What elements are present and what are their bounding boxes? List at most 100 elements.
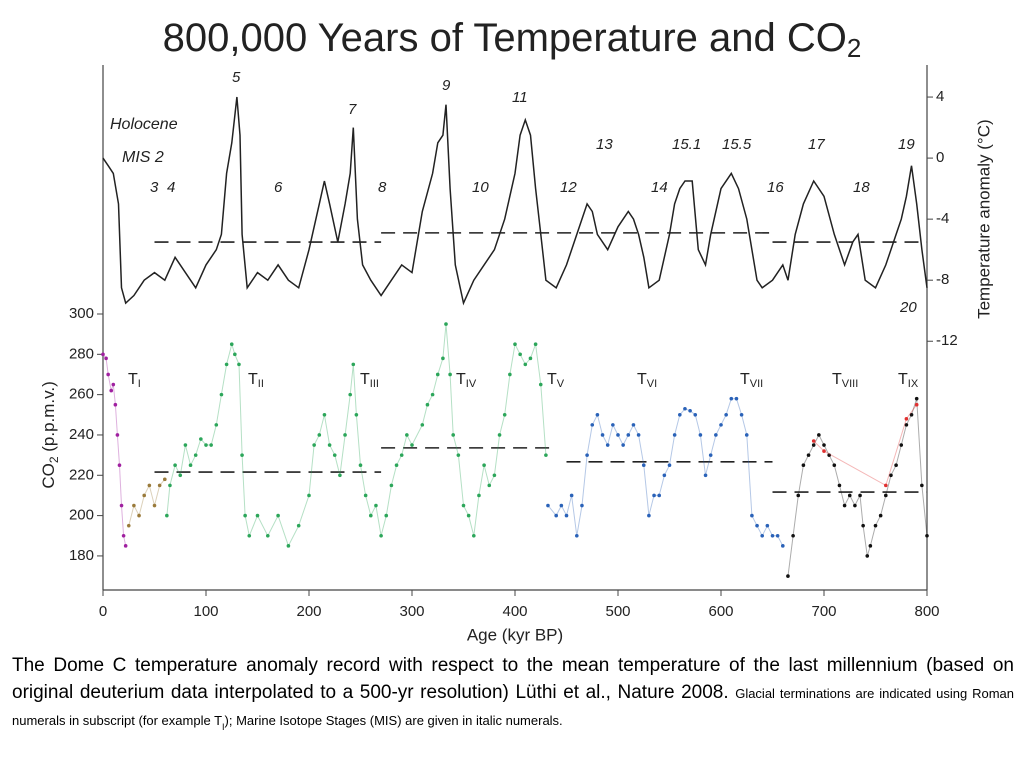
co2-point (667, 463, 672, 468)
mis-label: 16 (767, 179, 784, 196)
caption-small: ); Marine Isotope Stages (MIS) are given… (224, 713, 563, 728)
x-tick-label: 700 (811, 603, 836, 620)
co2-point (559, 503, 564, 508)
mis-label: 6 (274, 179, 283, 196)
co2-point (482, 463, 486, 468)
co2-point (693, 412, 698, 417)
co2-point (626, 433, 631, 437)
mis-label: 19 (898, 136, 915, 153)
title-sub: 2 (847, 33, 861, 63)
co2-point (508, 372, 512, 377)
co2-point (734, 396, 739, 401)
co2-point (544, 453, 548, 457)
termination-label: TII (248, 371, 264, 390)
co2-point (224, 362, 229, 367)
co2-point (817, 433, 821, 437)
co2-point (425, 402, 430, 407)
co2-point (399, 453, 404, 457)
y-label-sub: 2 (47, 456, 61, 463)
co2-point (237, 362, 241, 367)
co2-point (925, 533, 929, 538)
slide-title: 800,000 Years of Temperature and CO2 (163, 16, 862, 63)
co2-point (873, 523, 878, 528)
mis-label: 9 (442, 77, 451, 94)
caption-sub: I (222, 721, 225, 732)
co2-point (363, 493, 368, 498)
mis-label: 8 (378, 179, 387, 196)
termination-main: T (547, 371, 557, 388)
termination-label: TVI (637, 371, 657, 390)
co2-point (920, 483, 924, 488)
co2-point (307, 493, 311, 498)
co2-point (894, 463, 898, 468)
termination-sub: V (557, 378, 565, 390)
co2-point (801, 463, 806, 468)
co2-point (243, 513, 247, 518)
co2-point (554, 513, 558, 518)
co2-point (755, 523, 759, 528)
co2-point (435, 372, 440, 377)
co2-point (193, 453, 198, 457)
co2-point (142, 493, 146, 498)
co2-point (657, 493, 661, 498)
co2-point (739, 412, 744, 417)
co2-point (247, 533, 252, 538)
co2-point (109, 388, 114, 393)
co2-point (688, 408, 692, 413)
co2-point (266, 533, 270, 538)
co2-point (492, 473, 497, 478)
y-label-main: CO (39, 463, 58, 489)
co2-point (868, 544, 873, 548)
co2-point (865, 554, 870, 558)
co2-point (296, 523, 301, 528)
mis-label: 10 (472, 179, 489, 196)
co2-line (547, 398, 784, 547)
termination-main: T (740, 371, 750, 388)
co2-point (204, 443, 208, 447)
co2-point (775, 533, 780, 538)
co2-point (477, 493, 481, 498)
co2-point (389, 483, 394, 488)
co2-point (369, 513, 373, 518)
termination-main: T (898, 371, 908, 388)
co2-point (168, 483, 172, 488)
termination-main: T (637, 371, 647, 388)
termination-sub: VI (647, 378, 657, 390)
co2-point (276, 513, 280, 518)
co2-point (822, 449, 826, 453)
co2-point (183, 443, 188, 447)
co2-point (796, 493, 801, 498)
co2-point (811, 439, 816, 443)
co2-point (384, 513, 389, 518)
co2-point (636, 433, 641, 437)
x-tick-label: 0 (99, 603, 107, 620)
co2-point (487, 483, 492, 488)
x-tick-label: 500 (605, 603, 630, 620)
co2-point (451, 433, 456, 437)
temperature-line (102, 96, 928, 306)
co2-point (312, 443, 316, 447)
co2-point (621, 443, 625, 447)
x-tick-label: 300 (399, 603, 424, 620)
title-main: 800,000 Years of Temperature and CO (163, 16, 847, 60)
y-axis-label: CO2 (p.p.m.v.) (39, 381, 61, 488)
x-axis-label: Age (kyr BP) (467, 625, 563, 644)
x-tick-label: 400 (502, 603, 527, 620)
co2-point (575, 533, 579, 538)
co2-point (379, 533, 383, 538)
mis-label: 13 (596, 136, 613, 153)
co2-point (595, 412, 600, 417)
co2-point (165, 513, 169, 518)
co2-point (683, 406, 687, 411)
co2-point (123, 544, 128, 548)
caption-small: Glacial terminations are indicated using… (12, 686, 1015, 728)
co2-point (889, 473, 893, 478)
co2-point (842, 503, 847, 508)
y2-tick-label: -8 (936, 271, 949, 288)
co2-point (163, 477, 167, 482)
mis-label: 11 (512, 89, 528, 106)
co2-point (827, 453, 831, 457)
mis-label: 4 (167, 179, 175, 196)
co2-point (121, 533, 126, 538)
co2-point (914, 402, 919, 407)
